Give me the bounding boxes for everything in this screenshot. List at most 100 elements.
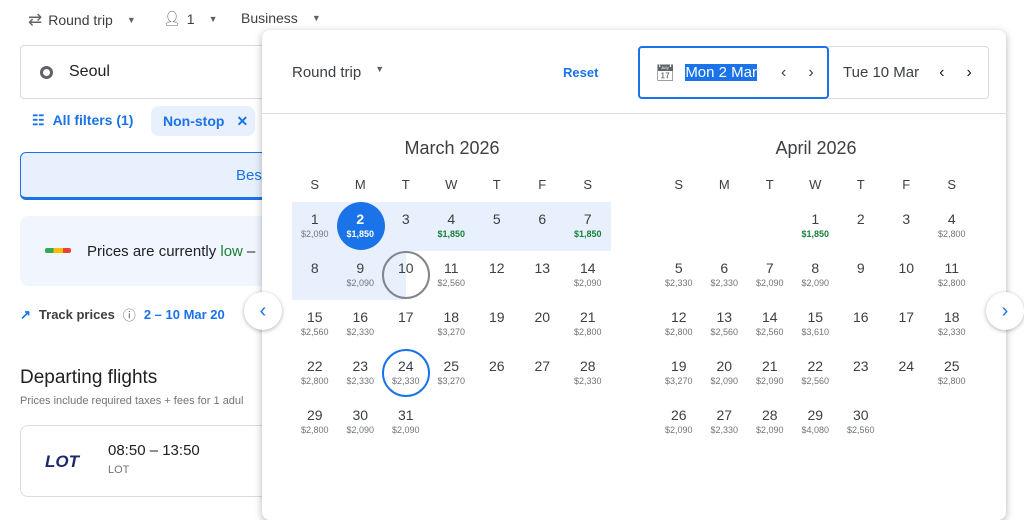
calendar-day[interactable]: 30 $2,090 — [338, 398, 384, 447]
hover-date-circle — [382, 349, 430, 397]
calendar-day[interactable]: 25 $2,800 — [929, 349, 975, 398]
calendar-day[interactable]: 5 $2,330 — [656, 251, 702, 300]
calendar-day[interactable]: 1 $1,850 — [793, 202, 839, 251]
departure-date-field[interactable]: 📅︎ Mon 2 Mar ‹ › — [638, 46, 829, 99]
calendar-day[interactable]: 17 — [884, 300, 930, 349]
next-day-icon[interactable]: › — [966, 63, 972, 81]
calendar-day[interactable]: 16 $2,330 — [338, 300, 384, 349]
reset-button[interactable]: Reset — [563, 65, 599, 80]
calendar-day[interactable]: 31 $2,090 — [383, 398, 429, 447]
day-number: 13 — [534, 260, 551, 276]
tab-best[interactable]: Bes — [20, 152, 280, 200]
calendar-day[interactable]: 19 $3,270 — [656, 349, 702, 398]
calendar-day[interactable]: 22 $2,560 — [793, 349, 839, 398]
day-number: 6 — [720, 260, 729, 276]
calendar-day[interactable]: 29 $4,080 — [793, 398, 839, 447]
calendar-day[interactable]: 4 $2,800 — [929, 202, 975, 251]
calendar-day[interactable]: 3 — [383, 202, 429, 251]
calendar-day[interactable]: 1 $2,090 — [292, 202, 338, 251]
trend-icon: ↗ — [20, 306, 31, 322]
calendar-day[interactable]: 6 — [520, 202, 566, 251]
calendar-day[interactable]: 21 $2,800 — [565, 300, 611, 349]
calendar-day[interactable]: 6 $2,330 — [702, 251, 748, 300]
calendar-day[interactable]: 27 $2,330 — [702, 398, 748, 447]
info-icon[interactable]: ⓘ — [122, 308, 136, 323]
calendar-day[interactable]: 24 — [884, 349, 930, 398]
day-price: $1,850 — [437, 229, 466, 239]
calendar-day[interactable]: 28 $2,330 — [565, 349, 611, 398]
return-date-field[interactable]: Tue 10 Mar ‹ › — [828, 46, 989, 99]
insight-level: low — [220, 243, 243, 260]
all-filters-button[interactable]: ☷ All filters (1) — [32, 112, 133, 129]
calendar-day[interactable]: 5 — [474, 202, 520, 251]
origin-field[interactable]: Seoul — [20, 45, 280, 99]
calendar-day[interactable]: 30 $2,560 — [838, 398, 884, 447]
flight-card[interactable]: LOT 08:50 – 13:50 LOT — [20, 425, 280, 497]
calendar-day[interactable]: 26 — [474, 349, 520, 398]
calendar-day[interactable]: 23 — [838, 349, 884, 398]
calendar-day[interactable]: 25 $3,270 — [429, 349, 475, 398]
calendar-day[interactable]: 23 $2,330 — [338, 349, 384, 398]
calendar-day[interactable]: 7 $1,850 — [565, 202, 611, 251]
calendar-day[interactable]: 10 — [383, 251, 429, 300]
flight-airline: LOT — [108, 464, 130, 476]
calendar-day[interactable]: 15 $3,610 — [793, 300, 839, 349]
calendar-day[interactable]: 20 $2,090 — [702, 349, 748, 398]
calendar-day[interactable]: 11 $2,560 — [429, 251, 475, 300]
calendar-day[interactable]: 9 — [838, 251, 884, 300]
passengers-select[interactable]: 👤︎ 1 ▼ — [163, 10, 218, 27]
next-day-icon[interactable]: › — [808, 63, 814, 81]
calendar-day[interactable]: 26 $2,090 — [656, 398, 702, 447]
calendar-day[interactable]: 21 $2,090 — [747, 349, 793, 398]
prev-month-button[interactable]: ‹ — [244, 292, 282, 330]
calendar-day[interactable]: 16 — [838, 300, 884, 349]
calendar-day[interactable]: 22 $2,800 — [292, 349, 338, 398]
calendar-day[interactable]: 19 — [474, 300, 520, 349]
calendar-day[interactable]: 7 $2,090 — [747, 251, 793, 300]
calendar-day[interactable]: 27 — [520, 349, 566, 398]
flight-times: 08:50 – 13:50 — [108, 442, 200, 459]
close-icon[interactable]: ✕ — [236, 112, 249, 129]
calendar-day[interactable]: 2 $1,850 — [338, 202, 384, 251]
calendar-day[interactable]: 15 $2,560 — [292, 300, 338, 349]
calendar-day[interactable]: 14 $2,560 — [747, 300, 793, 349]
calendar-day[interactable]: 12 — [474, 251, 520, 300]
day-price: $2,800 — [300, 425, 329, 435]
day-number: 22 — [807, 358, 824, 374]
cabin-select[interactable]: Business ▼ — [241, 10, 321, 26]
date-picker-dialog: Round trip ▼ Reset 📅︎ Mon 2 Mar ‹ › Tue 1… — [262, 30, 1006, 520]
calendar-day[interactable]: 12 $2,800 — [656, 300, 702, 349]
calendar-day[interactable]: 13 — [520, 251, 566, 300]
picker-trip-type-select[interactable]: Round trip ▼ — [292, 64, 384, 81]
day-number: 26 — [488, 358, 505, 374]
calendar-day[interactable]: 13 $2,560 — [702, 300, 748, 349]
calendar-day[interactable]: 17 — [383, 300, 429, 349]
calendar-day[interactable]: 9 $2,090 — [338, 251, 384, 300]
calendar-day[interactable]: 8 — [292, 251, 338, 300]
day-price: $2,330 — [573, 376, 602, 386]
calendar-day[interactable]: 11 $2,800 — [929, 251, 975, 300]
day-number: 17 — [898, 309, 915, 325]
trip-type-select[interactable]: ⇄ Round trip ▼ — [28, 10, 136, 30]
calendar-day[interactable]: 14 $2,090 — [565, 251, 611, 300]
cabin-label: Business — [241, 10, 298, 26]
track-prices[interactable]: ↗ Track prices ⓘ 2 – 10 Mar 20 — [20, 305, 225, 324]
day-number: 28 — [579, 358, 596, 374]
calendar-day[interactable]: 2 — [838, 202, 884, 251]
prev-day-icon[interactable]: ‹ — [781, 63, 787, 81]
calendar-day[interactable]: 10 — [884, 251, 930, 300]
trip-type-label: Round trip — [48, 12, 113, 28]
calendar-day[interactable]: 3 — [884, 202, 930, 251]
calendar-day[interactable]: 29 $2,800 — [292, 398, 338, 447]
calendar-day[interactable]: 8 $2,090 — [793, 251, 839, 300]
prev-day-icon[interactable]: ‹ — [939, 63, 945, 81]
calendar-day[interactable]: 28 $2,090 — [747, 398, 793, 447]
calendar-day[interactable]: 24 $2,330 — [383, 349, 429, 398]
calendar-day[interactable]: 20 — [520, 300, 566, 349]
calendar-day[interactable]: 18 $3,270 — [429, 300, 475, 349]
next-month-button[interactable]: › — [986, 292, 1024, 330]
passengers-count: 1 — [186, 10, 195, 27]
non-stop-chip[interactable]: Non-stop ✕ — [151, 106, 255, 136]
calendar-day[interactable]: 4 $1,850 — [429, 202, 475, 251]
calendar-day[interactable]: 18 $2,330 — [929, 300, 975, 349]
